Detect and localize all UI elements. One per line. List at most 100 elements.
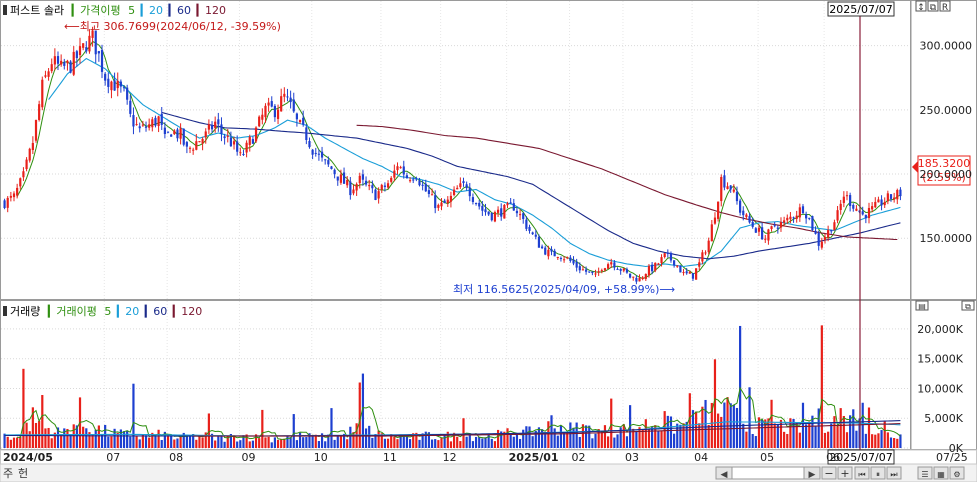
candle — [346, 179, 349, 186]
candle — [842, 196, 845, 203]
volume-bar — [166, 434, 170, 448]
volume-bar — [792, 418, 795, 448]
candle — [688, 271, 691, 274]
candle — [50, 64, 53, 72]
volume-bar — [129, 436, 132, 448]
candle — [836, 210, 839, 221]
volume-bar — [424, 431, 427, 448]
candle — [767, 229, 770, 241]
candle — [584, 269, 588, 272]
volume-bar — [817, 408, 820, 448]
candle — [154, 117, 157, 126]
volume-bar — [896, 438, 899, 448]
candle — [783, 220, 786, 223]
x-tick-label: 07/25 — [936, 451, 968, 464]
volume-bar — [267, 436, 270, 448]
scrollbar-track[interactable] — [731, 466, 805, 480]
volume-bar — [264, 437, 267, 448]
panel-scale-button[interactable]: ↕ — [915, 0, 927, 13]
candle — [449, 195, 453, 202]
candle — [380, 185, 383, 190]
volume-bar — [405, 435, 409, 448]
volume-panel-restore-button[interactable]: ⧉ — [961, 300, 975, 311]
candle — [456, 187, 459, 190]
candle — [371, 185, 374, 189]
scroll-right-button[interactable]: ▶ — [803, 466, 821, 480]
candle — [638, 277, 641, 282]
arrow-right-icon: ⟶ — [659, 283, 675, 296]
volume-bar — [116, 432, 119, 448]
legend-sep-icon: ▎ — [168, 3, 177, 17]
candle — [352, 189, 355, 194]
volume-bar — [569, 422, 572, 448]
candle — [242, 153, 245, 155]
candle — [452, 189, 456, 196]
settings-icon: ⚙ — [953, 470, 960, 479]
zoom-in-button[interactable]: + — [837, 466, 853, 480]
volume-bar — [154, 434, 157, 448]
cursor-date-bottom: 2025/07/07 — [829, 451, 892, 464]
volume-bar — [487, 434, 490, 448]
candle — [236, 141, 239, 152]
volume-bar — [852, 409, 855, 448]
candle — [34, 120, 38, 141]
candle — [324, 159, 327, 161]
chart-list-button[interactable]: ☰ — [917, 466, 933, 480]
volume-bar — [644, 419, 647, 448]
candle — [805, 214, 808, 219]
candle — [660, 257, 663, 264]
volume-bar — [151, 432, 154, 448]
legend-sep-icon: ▎ — [196, 3, 205, 17]
candle — [625, 269, 629, 273]
chart-grid-button[interactable]: ▦ — [933, 466, 949, 480]
volume-bar — [50, 438, 53, 448]
legend-price-ma120: 120 — [205, 4, 226, 17]
candle — [66, 60, 69, 64]
panel-restore-button[interactable]: ⧉ — [927, 0, 939, 13]
zoom-out-button[interactable]: − — [821, 466, 837, 480]
candle — [12, 193, 16, 198]
chart-settings-button[interactable]: ⚙ — [949, 466, 965, 480]
volume-bar — [899, 434, 902, 448]
candle — [575, 261, 578, 268]
candle — [138, 126, 141, 129]
candle — [437, 204, 440, 208]
volume-bar — [597, 429, 600, 448]
pause-button[interactable]: ⏸ — [870, 466, 886, 480]
volume-bar — [830, 423, 833, 448]
candle — [188, 147, 192, 149]
volume-bar — [742, 423, 745, 448]
volume-panel-button[interactable]: ▤ — [915, 300, 929, 311]
legend-volume-ma20: 20 — [125, 305, 139, 318]
candle — [663, 253, 666, 258]
candle — [166, 131, 170, 133]
period-day-button[interactable]: 헌 — [18, 467, 28, 480]
volume-bar — [660, 430, 663, 448]
candle — [732, 189, 735, 192]
period-week-button[interactable]: 주 — [3, 467, 13, 480]
candle — [691, 273, 695, 279]
volume-bar — [295, 440, 299, 448]
volume-bar — [170, 436, 173, 448]
candle — [515, 210, 519, 214]
volume-tick-label: 5,000K — [924, 412, 963, 425]
volume-bar — [518, 438, 522, 448]
candles — [3, 26, 902, 285]
jump-end-button[interactable]: ⏭ — [886, 466, 902, 480]
panel-r-button[interactable]: R — [939, 0, 951, 13]
jump-start-button[interactable]: ⏮ — [854, 466, 870, 480]
volume-bar — [449, 441, 453, 448]
candle — [418, 180, 421, 186]
volume-bar — [126, 431, 129, 448]
volume-bar — [619, 427, 622, 448]
scroll-left-button[interactable]: ◀ — [715, 466, 733, 480]
volume-bar — [179, 434, 182, 448]
candle — [295, 113, 299, 120]
volume-bar — [522, 429, 525, 448]
volume-bar — [104, 424, 107, 448]
candle — [361, 174, 365, 180]
candle — [481, 205, 484, 211]
legend-price-label: 가격이평 — [80, 4, 120, 17]
candle — [383, 185, 387, 187]
candle — [179, 128, 182, 139]
